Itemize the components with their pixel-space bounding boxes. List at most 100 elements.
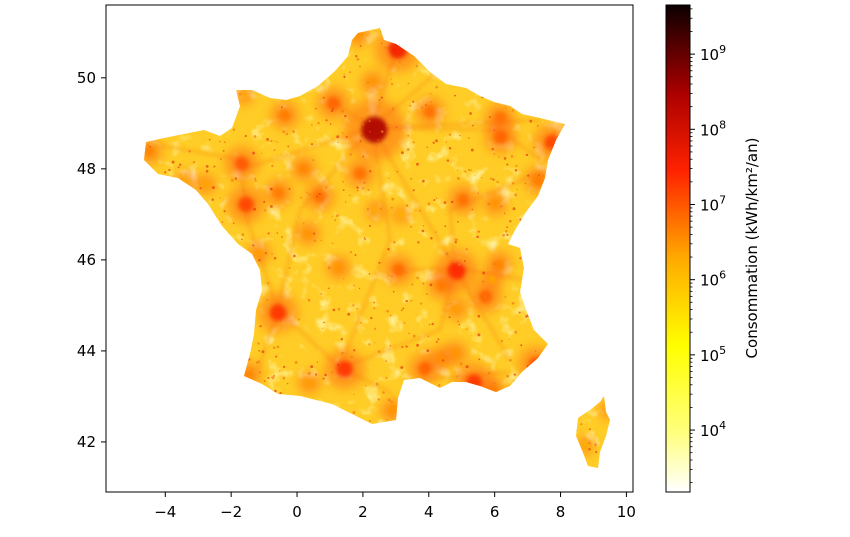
settlement-dot: [273, 257, 277, 260]
settlement-dot: [244, 134, 247, 138]
settlement-dot: [471, 208, 474, 211]
settlement-dot: [514, 169, 518, 172]
hotspot: [238, 196, 254, 213]
settlement-dot: [448, 316, 451, 319]
settlement-dot: [338, 214, 340, 216]
settlement-dot: [516, 188, 519, 191]
settlement-dot: [177, 166, 180, 169]
settlement-dot: [258, 371, 262, 374]
settlement-dot: [489, 177, 493, 180]
settlement-dot: [405, 271, 408, 274]
settlement-dot: [263, 380, 266, 383]
settlement-dot: [282, 130, 286, 134]
settlement-dot: [252, 244, 255, 247]
y-tick-label: 50: [77, 69, 96, 87]
settlement-dot: [456, 170, 459, 172]
settlement-dot: [356, 190, 359, 192]
settlement-dot: [469, 112, 472, 115]
settlement-dot: [360, 134, 363, 137]
settlement-dot: [369, 420, 371, 422]
settlement-dot: [283, 365, 286, 369]
settlement-dot: [264, 209, 267, 212]
settlement-dot: [421, 106, 424, 109]
x-tick-label: 6: [490, 503, 500, 521]
settlement-dot: [491, 148, 494, 151]
settlement-dot: [535, 350, 537, 352]
settlement-dot: [458, 207, 460, 209]
settlement-dot: [504, 230, 508, 233]
settlement-dot: [211, 186, 215, 190]
settlement-dot: [477, 333, 481, 337]
settlement-dot: [252, 151, 256, 155]
settlement-dot: [379, 207, 382, 210]
settlement-dot: [345, 201, 347, 203]
hotspot: [418, 361, 432, 376]
settlement-dot: [276, 345, 280, 349]
settlement-dot: [426, 146, 429, 149]
settlement-dot: [306, 191, 308, 194]
settlement-dot: [353, 393, 355, 396]
settlement-dot: [363, 237, 366, 239]
settlement-dot: [271, 140, 273, 142]
settlement-dot: [232, 128, 236, 131]
settlement-dot: [359, 65, 361, 68]
settlement-dot: [412, 141, 415, 144]
settlement-dot: [386, 125, 388, 127]
settlement-dot: [519, 218, 522, 221]
settlement-dot: [401, 346, 404, 348]
settlement-dot: [549, 146, 552, 149]
settlement-dot: [412, 334, 416, 338]
settlement-dot: [279, 391, 282, 395]
settlement-dot: [422, 224, 425, 227]
settlement-dot: [340, 337, 343, 341]
settlement-dot: [380, 96, 383, 99]
settlement-dot: [359, 181, 361, 184]
settlement-dot: [270, 205, 273, 208]
settlement-dot: [308, 193, 311, 196]
settlement-dot: [360, 117, 364, 120]
settlement-dot: [454, 241, 457, 244]
settlement-dot: [385, 376, 388, 379]
hotspot: [361, 116, 388, 143]
settlement-dot: [327, 287, 330, 289]
hotspot: [272, 186, 285, 199]
settlement-dot: [457, 320, 460, 323]
settlement-dot: [349, 194, 351, 197]
settlement-dot: [382, 391, 385, 394]
settlement-dot: [199, 187, 202, 190]
settlement-dot: [416, 276, 419, 280]
settlement-dot: [256, 362, 258, 364]
settlement-dot: [327, 266, 331, 270]
settlement-dot: [498, 155, 500, 158]
settlement-dot: [594, 443, 597, 447]
settlement-dot: [410, 177, 413, 180]
settlement-dot: [342, 277, 345, 280]
hotspot: [391, 263, 406, 277]
settlement-dot: [263, 200, 266, 203]
settlement-dot: [426, 349, 430, 353]
settlement-dot: [205, 169, 209, 173]
settlement-dot: [435, 197, 438, 200]
axes-frame: [105, 4, 634, 493]
settlement-dot: [365, 384, 367, 387]
y-tick-label: 48: [77, 160, 96, 178]
settlement-dot: [465, 248, 468, 250]
settlement-dot: [349, 153, 352, 156]
settlement-dot: [411, 283, 414, 286]
settlement-dot: [506, 374, 510, 378]
settlement-dot: [407, 135, 409, 137]
settlement-dot: [412, 100, 415, 103]
settlement-dot: [223, 141, 226, 144]
settlement-dot: [311, 143, 313, 146]
settlement-dot: [222, 150, 225, 152]
settlement-dot: [322, 377, 325, 380]
settlement-dot: [421, 229, 425, 233]
settlement-dot: [416, 162, 419, 166]
settlement-dot: [253, 135, 257, 138]
settlement-dot: [407, 82, 410, 85]
settlement-dot: [419, 209, 422, 212]
settlement-dot: [377, 398, 380, 401]
settlement-dot: [370, 316, 373, 320]
settlement-dot: [442, 359, 445, 362]
settlement-dot: [280, 106, 283, 109]
